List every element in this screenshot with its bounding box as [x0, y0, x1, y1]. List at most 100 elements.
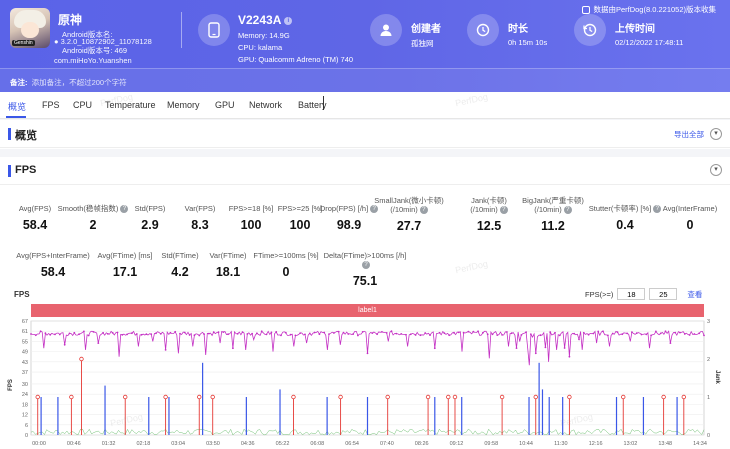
stat-label: FPS>=18 [%] [228, 204, 274, 213]
fps-point [198, 334, 201, 337]
x-tick-label: 14:34 [693, 441, 707, 447]
tab-battery[interactable]: Battery [298, 100, 327, 110]
tab-overview[interactable]: 概览 [8, 102, 27, 112]
tab-gpu[interactable]: GPU [215, 100, 235, 110]
bigjank-marker [291, 394, 296, 400]
fps-point [510, 332, 513, 335]
fps-point [472, 330, 475, 333]
fps-point [573, 332, 576, 335]
fps-point [251, 332, 254, 335]
app-name: 原神 [58, 13, 83, 27]
bigjank-marker [69, 394, 74, 400]
stat-value: 58.4 [40, 265, 66, 279]
fps-point [347, 333, 350, 335]
active-tab-indicator [6, 116, 26, 118]
fps-point [107, 333, 109, 335]
section-accent [8, 128, 11, 140]
fps-point [361, 331, 364, 333]
fps-point [611, 332, 614, 335]
bigjank-marker [661, 394, 666, 400]
fps-point [328, 333, 330, 335]
fps-point [515, 347, 518, 349]
x-tick-label: 00:00 [32, 441, 46, 447]
note-row[interactable]: 备注: 添加备注，不超过200个字符 [0, 68, 730, 92]
duration-label: 时长 [508, 24, 528, 35]
y-axis-label: FPS [8, 379, 14, 391]
stat-value: 0 [282, 265, 290, 279]
device-cpu: CPU: kalama [238, 43, 283, 52]
stat-label: Std(FPS) [134, 204, 166, 213]
section-accent [8, 165, 11, 177]
report-header: Genshin 原神 Android版本名: ● 3.2.0_10872902_… [0, 0, 730, 92]
fps-point [409, 333, 412, 336]
help-icon[interactable]: ? [653, 205, 662, 214]
fps-point [568, 355, 571, 358]
device-gpu: GPU: Qualcomm Adreno (TM) 740 [238, 55, 354, 64]
stat-0: Avg(FPS+InterFrame) 58.4 [8, 243, 98, 279]
chevron-down-icon[interactable]: ▾ [710, 164, 722, 176]
export-all-link[interactable]: 导出全部 [674, 130, 704, 139]
fps-point [371, 332, 374, 334]
y2-tick-label: 3 [707, 319, 710, 325]
help-icon[interactable]: ? [370, 205, 379, 214]
x-tick-label: 08:26 [415, 441, 429, 447]
bigjank-marker [338, 394, 343, 400]
fps-point [414, 334, 417, 336]
fps-point [63, 343, 66, 346]
y-tick-label: 24 [22, 392, 28, 398]
fps-point [659, 332, 662, 335]
note-placeholder[interactable]: 添加备注，不超过200个字符 [31, 78, 127, 87]
fps-point [155, 332, 157, 335]
bigjank-marker [533, 394, 538, 400]
fps-point [669, 342, 672, 344]
fps-point [405, 333, 407, 336]
stat-value: 17.1 [112, 265, 138, 279]
tab-cpu[interactable]: CPU [73, 100, 93, 110]
document-icon [582, 5, 591, 14]
tab-network[interactable]: Network [249, 100, 283, 110]
help-icon[interactable]: ? [362, 261, 370, 270]
fps-max-input[interactable] [649, 288, 678, 300]
app-version-name: ● 3.2.0_10872902_11078128 [54, 37, 152, 46]
help-icon[interactable]: ? [419, 206, 428, 215]
bigjank-marker [621, 394, 626, 400]
fps-point [352, 333, 354, 335]
tab-temperature[interactable]: Temperature [105, 100, 156, 110]
fps-point [482, 331, 484, 334]
fps-point [323, 331, 326, 334]
tab-fps[interactable]: FPS [42, 100, 60, 110]
stat-label: FTime>=100ms [%] [253, 251, 319, 260]
fps-point [121, 334, 124, 336]
stat-label: Stutter(卡顿率) [%]? [580, 196, 670, 214]
query-button[interactable]: 查看 [687, 289, 703, 299]
fps-point [294, 334, 297, 337]
fps-point [145, 333, 148, 335]
fps-point [58, 333, 61, 336]
stat-value: 2 [89, 218, 97, 233]
note-label: 备注: [10, 78, 28, 87]
fps-point [390, 330, 393, 333]
fps-min-input[interactable] [617, 288, 646, 300]
x-tick-label: 09:12 [450, 441, 464, 447]
help-icon[interactable]: ? [499, 206, 508, 215]
tab-memory[interactable]: Memory [167, 100, 200, 110]
chevron-down-icon[interactable]: ▾ [710, 128, 722, 140]
stat-1: Smooth(稳帧指数)? 2 [48, 196, 138, 232]
info-icon[interactable]: i [284, 16, 293, 25]
y-tick-label: 49 [22, 350, 28, 356]
stat-value: 4.2 [171, 265, 189, 279]
stat-label: Smooth(稳帧指数)? [48, 196, 138, 214]
label-band[interactable]: label1 [31, 304, 704, 317]
history-icon [574, 14, 606, 46]
fps-point [236, 332, 239, 335]
help-icon[interactable]: ? [120, 205, 129, 214]
help-icon[interactable]: ? [563, 206, 572, 215]
fps-point [68, 332, 71, 335]
bigjank-marker [123, 394, 128, 400]
stat-6: Drop(FPS) [/h]? 98.9 [304, 196, 394, 232]
fps-point [645, 333, 648, 336]
fps-point [602, 330, 604, 333]
stat-0: Avg(FPS) 58.4 [0, 196, 80, 232]
fps-point [650, 334, 652, 337]
